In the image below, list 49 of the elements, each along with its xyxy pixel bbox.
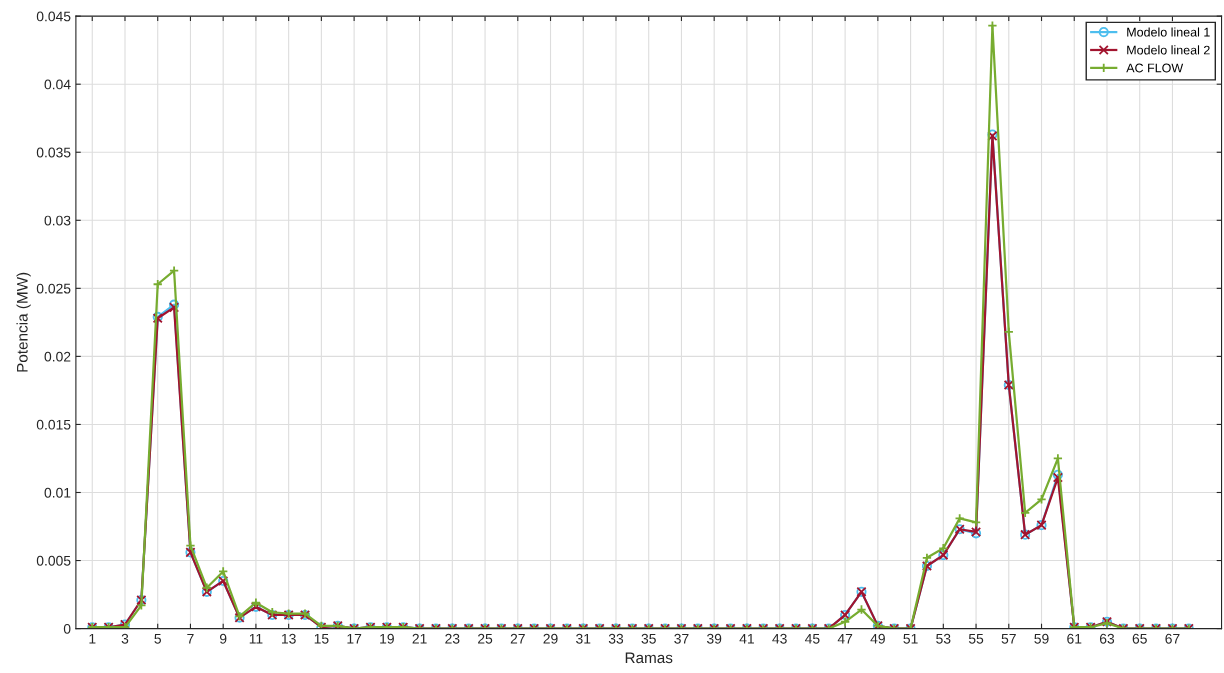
y-tick-label: 0.035 [36,147,71,158]
x-tick-label: 11 [249,633,263,644]
x-tick-label: 45 [804,633,820,644]
y-axis-title: Potencia (MW) [16,272,31,372]
x-tick-label: 47 [837,633,853,644]
x-tick-label: 67 [1165,633,1180,644]
y-tick-label: 0.03 [44,215,71,226]
legend-label: Modelo lineal 2 [1127,45,1210,55]
x-tick-label: 43 [772,633,787,644]
legend-label: Modelo lineal 1 [1127,27,1210,37]
x-tick-label: 51 [903,633,918,644]
x-tick-label: 1 [89,633,96,644]
y-tick-label: 0.02 [44,351,71,362]
x-tick-label: 25 [478,633,493,644]
x-tick-label: 55 [968,633,984,644]
x-tick-label: 21 [412,633,427,644]
x-tick-label: 3 [121,633,129,644]
x-tick-label: 49 [870,633,885,644]
x-tick-label: 35 [641,633,656,644]
y-tick-label: 0.04 [44,79,71,90]
x-tick-label: 23 [445,633,460,644]
x-tick-label: 9 [219,633,227,644]
x-tick-label: 17 [347,633,362,644]
x-tick-label: 27 [510,633,525,644]
x-tick-label: 61 [1067,633,1082,644]
x-tick-label: 53 [936,633,951,644]
x-tick-label: 65 [1132,633,1147,644]
x-axis-title: Ramas [625,652,673,664]
y-tick-label: 0.015 [36,419,71,430]
x-tick-label: 31 [576,633,591,644]
x-tick-label: 37 [674,633,689,644]
x-tick-label: 13 [281,633,296,644]
y-tick-label: 0 [63,623,71,634]
x-tick-label: 29 [543,633,558,644]
y-tick-label: 0.005 [36,555,71,566]
x-tick-label: 5 [154,633,161,644]
x-tick-label: 33 [608,633,624,644]
x-tick-label: 19 [380,633,394,644]
x-tick-label: 59 [1034,633,1049,644]
x-tick-label: 57 [1001,633,1016,644]
x-tick-label: 39 [706,633,722,644]
legend-label: AC FLOW [1126,63,1184,73]
y-tick-label: 0.045 [36,11,71,22]
y-tick-label: 0.01 [44,487,71,498]
x-tick-label: 63 [1099,633,1115,644]
x-tick-label: 15 [314,633,329,644]
x-tick-label: 7 [187,633,194,644]
x-tick-label: 41 [739,633,754,644]
y-tick-label: 0.025 [36,283,71,294]
